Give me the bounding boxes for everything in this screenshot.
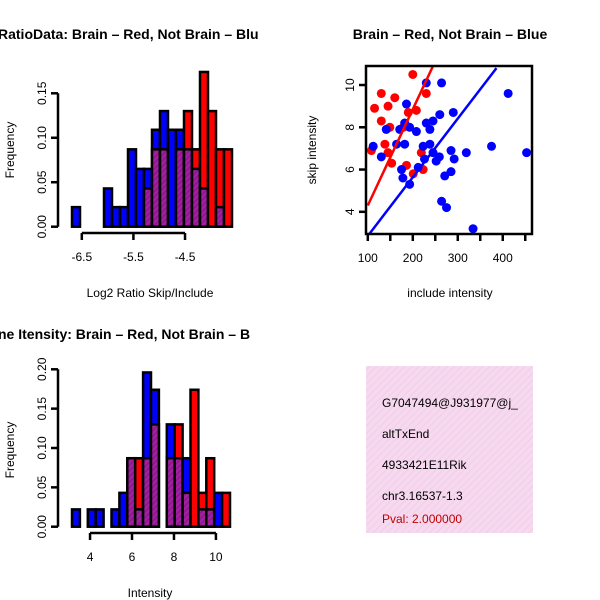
point-brain bbox=[390, 93, 400, 103]
x-tick-label: 10 bbox=[209, 550, 223, 564]
point-not-brain bbox=[522, 148, 532, 158]
hist1-ylabel: Frequency bbox=[3, 122, 17, 179]
y-tick-label: 0.10 bbox=[35, 126, 49, 150]
scatter-title: Brain – Red, Not Brain – Blue bbox=[353, 26, 548, 42]
info-event-type: altTxEnd bbox=[382, 427, 429, 441]
y-tick-label: 6 bbox=[343, 166, 357, 173]
y-tick-label: 0.15 bbox=[35, 81, 49, 105]
point-not-brain bbox=[401, 99, 411, 109]
point-not-brain bbox=[437, 78, 447, 88]
y-tick-label: 8 bbox=[343, 124, 357, 131]
hist2-ylabel: Frequency bbox=[3, 422, 17, 479]
fit-line-brain bbox=[366, 66, 435, 207]
hist1-title: RatioData: Brain – Red, Not Brain – Blu bbox=[0, 26, 259, 42]
bar-brain bbox=[220, 491, 232, 528]
y-tick-label: 0.05 bbox=[35, 170, 49, 194]
x-tick-label: 300 bbox=[448, 251, 468, 265]
point-not-brain bbox=[381, 124, 391, 134]
point-not-brain bbox=[442, 203, 452, 213]
point-brain bbox=[380, 139, 390, 149]
point-not-brain bbox=[376, 152, 386, 162]
x-tick-label: -6.5 bbox=[71, 250, 92, 264]
fit-line-not-brain bbox=[368, 67, 498, 234]
point-not-brain bbox=[405, 179, 415, 189]
bar-not-brain bbox=[70, 508, 82, 528]
point-not-brain bbox=[435, 110, 445, 120]
histogram-intensity: 0.00 0.05 0.10 0.15 0.20 4 6 8 10 bbox=[35, 357, 232, 564]
hist2-title: ne Itensity: Brain – Red, Not Brain – B bbox=[0, 326, 250, 342]
y-tick-label: 0.00 bbox=[35, 515, 49, 539]
point-not-brain bbox=[397, 165, 407, 175]
point-not-brain bbox=[487, 141, 497, 151]
point-not-brain bbox=[411, 127, 421, 137]
x-tick-label: 100 bbox=[358, 251, 378, 265]
info-gene-id: G7047494@J931977@j_ bbox=[382, 396, 518, 410]
info-box-background bbox=[366, 366, 533, 533]
point-not-brain bbox=[461, 148, 471, 158]
bar-overlap bbox=[149, 423, 161, 528]
point-not-brain bbox=[413, 162, 423, 172]
hist2-xlabel: Intensity bbox=[128, 586, 173, 600]
point-brain bbox=[421, 88, 431, 98]
point-not-brain bbox=[428, 116, 438, 126]
point-not-brain bbox=[418, 141, 428, 151]
y-tick-label: 0.20 bbox=[35, 357, 49, 381]
point-not-brain bbox=[368, 141, 378, 151]
point-brain bbox=[370, 103, 380, 113]
scatter-xlabel: include intensity bbox=[407, 286, 492, 300]
point-not-brain bbox=[468, 224, 478, 234]
point-not-brain bbox=[400, 139, 410, 149]
point-not-brain bbox=[425, 139, 435, 149]
info-box: G7047494@J931977@j_ altTxEnd 4933421E11R… bbox=[366, 366, 533, 533]
scatter-plot: 4 6 8 10 100 200 300 400 bbox=[343, 64, 534, 265]
y-tick-label: 0.10 bbox=[35, 436, 49, 460]
bar-not-brain bbox=[94, 508, 105, 528]
point-brain bbox=[376, 116, 386, 126]
point-not-brain bbox=[449, 154, 459, 164]
point-not-brain bbox=[503, 88, 513, 98]
x-tick-label: 400 bbox=[493, 251, 513, 265]
point-not-brain bbox=[419, 154, 429, 164]
x-tick-label: -5.5 bbox=[123, 250, 144, 264]
y-tick-label: 0.00 bbox=[35, 215, 49, 239]
point-not-brain bbox=[448, 107, 458, 117]
info-pval: Pval: 2.000000 bbox=[382, 512, 462, 526]
y-tick-label: 0.15 bbox=[35, 397, 49, 421]
point-not-brain bbox=[425, 124, 435, 134]
y-tick-label: 10 bbox=[343, 78, 357, 92]
point-brain bbox=[376, 88, 386, 98]
plot-box bbox=[364, 64, 534, 236]
point-brain bbox=[408, 169, 418, 179]
histogram-ratio: 0.00 0.05 0.10 0.15 -6.5 -5.5 -4.5 bbox=[35, 70, 234, 264]
x-tick-label: 200 bbox=[403, 251, 423, 265]
point-not-brain bbox=[446, 146, 456, 156]
y-tick-label: 4 bbox=[343, 208, 357, 215]
plot-area bbox=[366, 66, 532, 234]
point-not-brain bbox=[437, 196, 447, 206]
x-tick-label: 6 bbox=[129, 550, 136, 564]
info-gene-name: 4933421E11Rik bbox=[382, 458, 468, 472]
point-not-brain bbox=[398, 173, 408, 183]
point-brain bbox=[383, 101, 393, 111]
x-tick-label: 4 bbox=[87, 550, 94, 564]
point-brain bbox=[408, 69, 418, 79]
scatter-ylabel: skip intensity bbox=[305, 116, 319, 185]
hist1-xlabel: Log2 Ratio Skip/Include bbox=[87, 286, 214, 300]
bar-not-brain bbox=[70, 205, 82, 228]
point-not-brain bbox=[434, 152, 444, 162]
point-not-brain bbox=[440, 171, 450, 181]
info-location: chr3.16537-1.3 bbox=[382, 489, 463, 503]
x-tick-label: -4.5 bbox=[175, 250, 196, 264]
bar-brain bbox=[222, 148, 234, 228]
x-tick-label: 8 bbox=[171, 550, 178, 564]
point-not-brain bbox=[446, 167, 456, 177]
y-tick-label: 0.05 bbox=[35, 475, 49, 499]
bar-brain bbox=[189, 388, 200, 528]
